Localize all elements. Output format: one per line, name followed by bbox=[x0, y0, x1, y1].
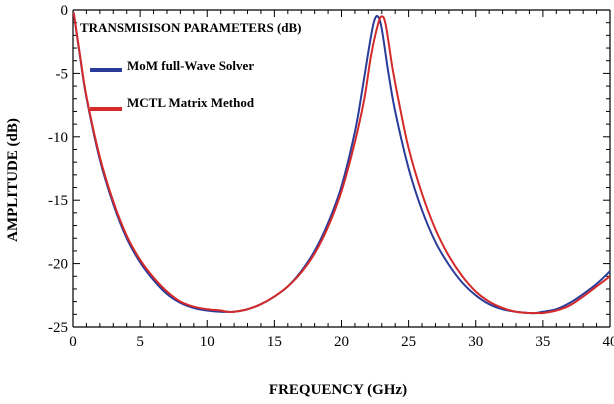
x-tick-label: 10 bbox=[200, 334, 215, 350]
legend-swatch-mom bbox=[90, 68, 122, 72]
legend-label-mctl: MCTL Matrix Method bbox=[127, 95, 255, 110]
y-tick-label: -10 bbox=[48, 130, 68, 146]
y-axis-title: AMPLITUDE (dB) bbox=[5, 118, 21, 242]
series-lines bbox=[72, 12, 611, 315]
y-tick-label: -15 bbox=[48, 193, 68, 209]
ticks bbox=[72, 9, 611, 328]
legend-label-mom: MoM full-Wave Solver bbox=[127, 58, 254, 73]
y-tick-label: -25 bbox=[48, 320, 68, 336]
x-tick-label: 15 bbox=[267, 334, 282, 350]
y-tick-label: 0 bbox=[61, 3, 69, 19]
series-line-mctl bbox=[72, 12, 611, 315]
y-tick-label: -20 bbox=[48, 257, 68, 273]
y-tick-label: -5 bbox=[56, 66, 69, 82]
x-tick-label: 35 bbox=[535, 334, 550, 350]
y-tick-labels: 0 -5 -10 -15 -20 -25 bbox=[48, 3, 68, 336]
x-tick-label: 25 bbox=[401, 334, 416, 350]
x-tick-label: 20 bbox=[334, 334, 349, 350]
x-tick-label: 0 bbox=[69, 334, 77, 350]
x-tick-labels: 0 5 10 15 20 25 30 35 40 bbox=[69, 334, 614, 350]
legend-swatch-mctl bbox=[90, 107, 122, 111]
x-axis-title: FREQUENCY (GHz) bbox=[269, 382, 407, 398]
legend: MoM full-Wave Solver MCTL Matrix Method bbox=[90, 58, 255, 111]
x-tick-label: 30 bbox=[468, 334, 483, 350]
chart-title: TRANSMISISON PARAMETERS (dB) bbox=[80, 20, 302, 35]
x-tick-label: 5 bbox=[136, 334, 144, 350]
x-tick-label: 40 bbox=[603, 334, 614, 350]
